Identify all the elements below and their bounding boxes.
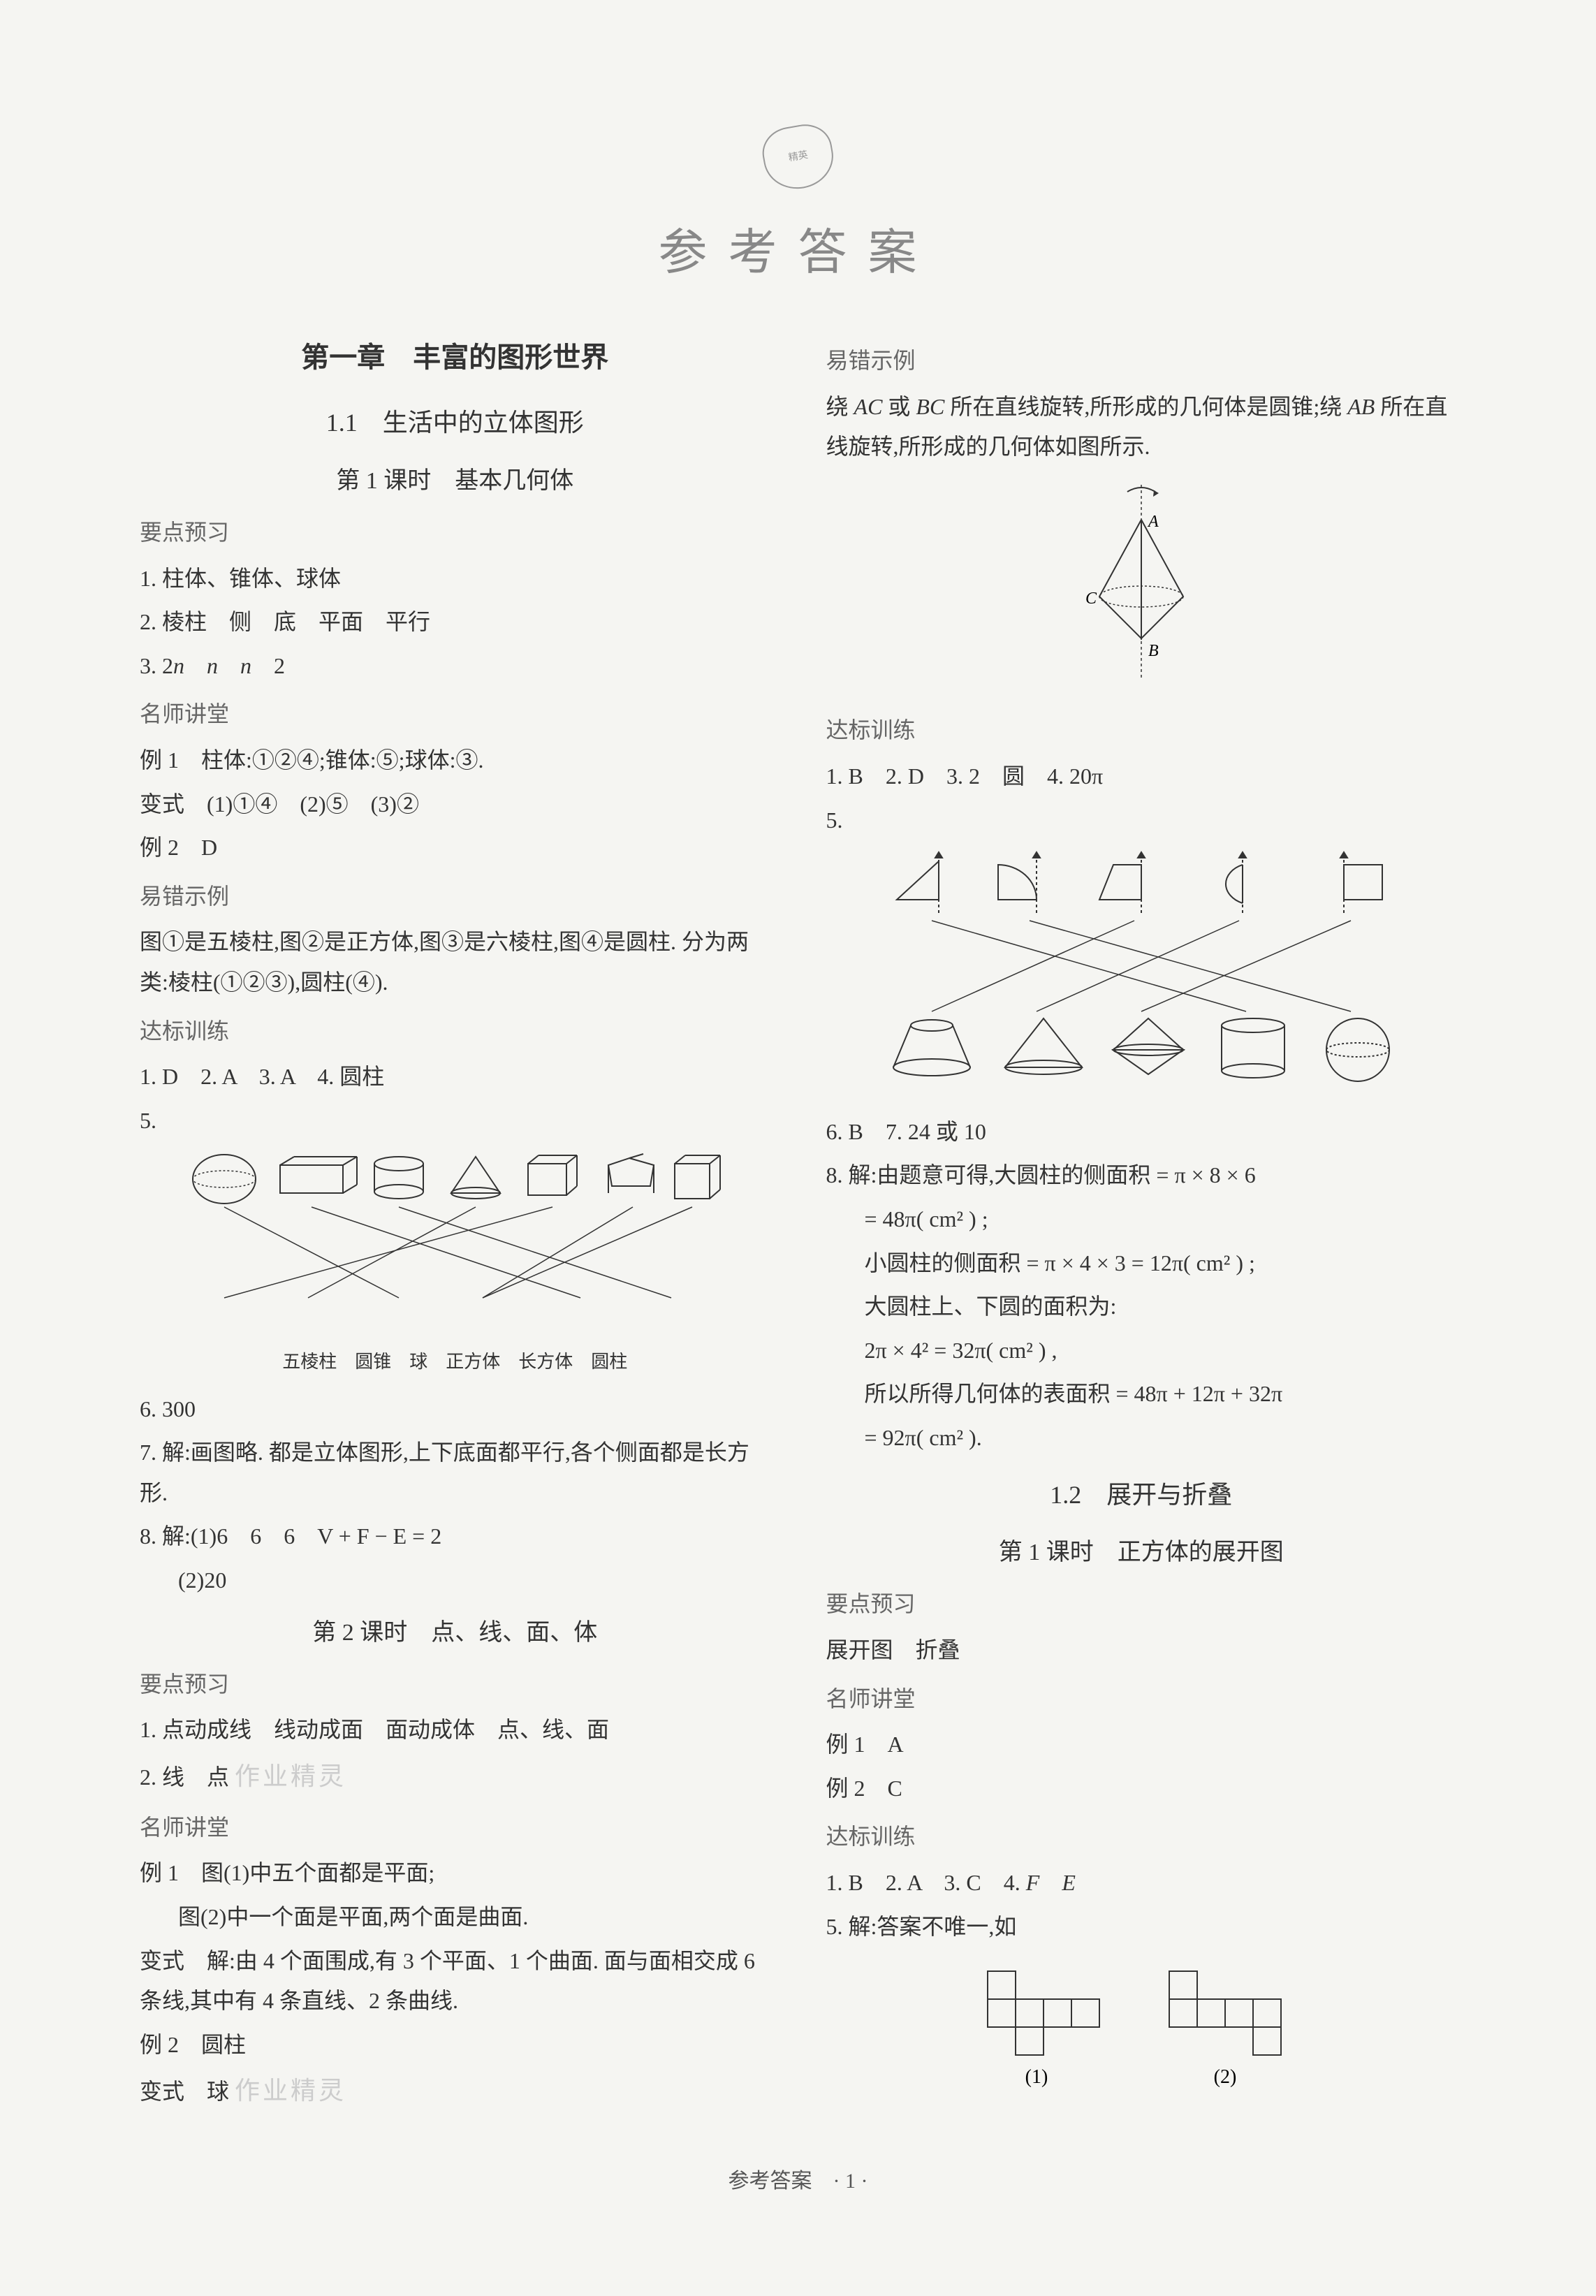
heading-preview-2: 要点预习 — [140, 1665, 770, 1705]
training-r-8d: 大圆柱上、下圆的面积为: — [826, 1287, 1457, 1327]
net-label-1: (1) — [1025, 2066, 1048, 2088]
heading-easy-wrong-r: 易错示例 — [826, 341, 1457, 381]
heading-training: 达标训练 — [140, 1011, 770, 1052]
preview-3: 3. 2n n n 2 — [140, 646, 770, 687]
example-1: 例 1 柱体:①②④;锥体:⑤;球体:③. — [140, 740, 770, 781]
preview-2: 2. 棱柱 侧 底 平面 平行 — [140, 602, 770, 643]
preview2-1: 1. 点动成线 线动成面 面动成体 点、线、面 — [140, 1710, 770, 1750]
section-title-1-1: 1.1 生活中的立体图形 — [140, 400, 770, 446]
svg-text:B: B — [1148, 642, 1159, 660]
heading-training-r2: 达标训练 — [826, 1817, 1457, 1857]
training-r-6-7: 6. B 7. 24 或 10 — [826, 1112, 1457, 1153]
training-6: 6. 300 — [140, 1389, 770, 1430]
rotation-match-figure — [826, 851, 1457, 1102]
training-r-8e: 2π × 4² = 32π( cm² ) , — [826, 1331, 1457, 1371]
heading-lecture-2: 名师讲堂 — [140, 1808, 770, 1848]
ex3-1: 例 1 A — [826, 1725, 1457, 1765]
ex2-1a: 例 1 图(1)中五个面都是平面; — [140, 1853, 770, 1894]
svg-text:C: C — [1085, 590, 1097, 608]
preview2-2: 2. 线 点 作业精灵 — [140, 1754, 770, 1799]
heading-training-r: 达标训练 — [826, 710, 1457, 751]
training-8a: 8. 解:(1)6 6 6 V + F − E = 2 — [140, 1516, 770, 1557]
preview3-1: 展开图 折叠 — [826, 1630, 1457, 1671]
easy-wrong-right: 绕 AC 或 BC 所在直线旋转,所形成的几何体是圆锥;绕 AB 所在直线旋转,… — [826, 387, 1457, 467]
logo: 精英 — [140, 126, 1456, 189]
training-5-label: 5. — [140, 1101, 770, 1141]
svg-text:A: A — [1147, 513, 1159, 531]
watermark-2: 作业精灵 — [235, 2077, 346, 2105]
content-columns: 第一章 丰富的图形世界 1.1 生活中的立体图形 第 1 课时 基本几何体 要点… — [140, 332, 1456, 2121]
heading-preview-r: 要点预习 — [826, 1584, 1457, 1625]
right-column: 易错示例 绕 AC 或 BC 所在直线旋转,所形成的几何体是圆锥;绕 AB 所在… — [826, 332, 1457, 2121]
example-2: 例 2 D — [140, 828, 770, 868]
ex3-2: 例 2 C — [826, 1769, 1457, 1809]
training-r-1-4: 1. B 2. D 3. 2 圆 4. 20π — [826, 756, 1457, 797]
lesson-title-1: 第 1 课时 基本几何体 — [140, 460, 770, 502]
training-8b: (2)20 — [140, 1560, 770, 1601]
variant-1: 变式 (1)①④ (2)⑤ (3)② — [140, 784, 770, 825]
rotation-figure: A C B — [826, 478, 1457, 701]
preview-1: 1. 柱体、锥体、球体 — [140, 559, 770, 599]
section-title-1-2: 1.2 展开与折叠 — [826, 1472, 1457, 1518]
training-r-5: 5. — [826, 800, 1457, 841]
easy-wrong-1: 图①是五棱柱,图②是正方体,图③是六棱柱,图④是圆柱. 分为两类:棱柱(①②③)… — [140, 922, 770, 1002]
heading-preview: 要点预习 — [140, 513, 770, 553]
training-r-8b: = 48π( cm² ) ; — [826, 1199, 1457, 1240]
variant-3: 变式 球 作业精灵 — [140, 2068, 770, 2114]
heading-lecture: 名师讲堂 — [140, 694, 770, 735]
training-r-8c: 小圆柱的侧面积 = π × 4 × 3 = 12π( cm² ) ; — [826, 1243, 1457, 1284]
training-7: 7. 解:画图略. 都是立体图形,上下底面都平行,各个侧面都是长方形. — [140, 1433, 770, 1513]
heading-easy-wrong: 易错示例 — [140, 877, 770, 917]
chapter-title: 第一章 丰富的图形世界 — [140, 332, 770, 383]
logo-badge: 精英 — [758, 120, 837, 194]
training-1-4: 1. D 2. A 3. A 4. 圆柱 — [140, 1057, 770, 1097]
net-label-2: (2) — [1213, 2066, 1236, 2088]
page-title: 参考答案 — [140, 210, 1456, 298]
lesson-title-3: 第 1 课时 正方体的展开图 — [826, 1531, 1457, 1574]
training-r-8f: 所以所得几何体的表面积 = 48π + 12π + 32π — [826, 1374, 1457, 1414]
ex2-2: 例 2 圆柱 — [140, 2025, 770, 2065]
training-r-8g: = 92π( cm² ). — [826, 1418, 1457, 1458]
shapes-matching-figure: 五棱柱 圆锥 球 正方体 长方体 圆柱 — [140, 1151, 770, 1378]
training3-1-4: 1. B 2. A 3. C 4. F E — [826, 1863, 1457, 1903]
ex2-1b: 图(2)中一个面是平面,两个面是曲面. — [140, 1897, 770, 1938]
watermark-1: 作业精灵 — [235, 1762, 346, 1790]
shape-labels: 五棱柱 圆锥 球 正方体 长方体 圆柱 — [140, 1346, 770, 1379]
page-footer: 参考答案 · 1 · — [140, 2163, 1456, 2200]
lesson-title-2: 第 2 课时 点、线、面、体 — [140, 1611, 770, 1654]
training-r-8a: 8. 解:由题意可得,大圆柱的侧面积 = π × 8 × 6 — [826, 1155, 1457, 1196]
heading-lecture-r: 名师讲堂 — [826, 1679, 1457, 1720]
training3-5: 5. 解:答案不唯一,如 — [826, 1907, 1457, 1947]
variant-2: 变式 解:由 4 个面围成,有 3 个平面、1 个曲面. 面与面相交成 6 条线… — [140, 1941, 770, 2021]
left-column: 第一章 丰富的图形世界 1.1 生活中的立体图形 第 1 课时 基本几何体 要点… — [140, 332, 770, 2121]
cube-nets-figure: (1) (2) — [826, 1957, 1457, 2110]
